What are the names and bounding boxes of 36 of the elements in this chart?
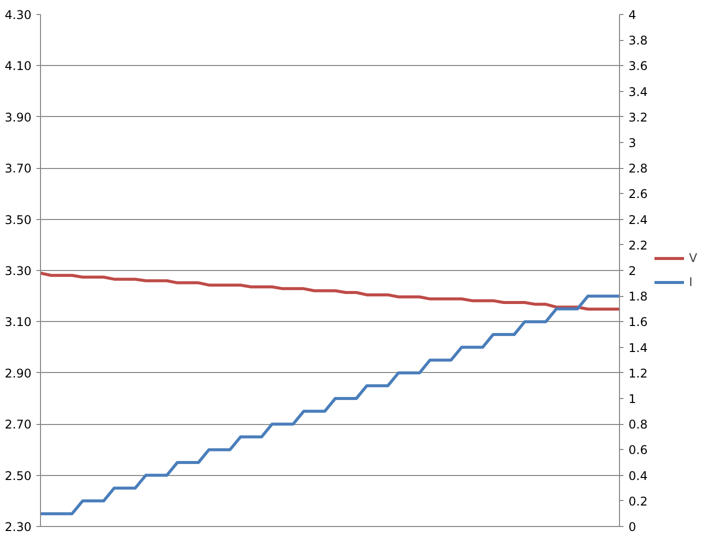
y-tick-label: 2.70 bbox=[4, 418, 32, 432]
y2-tick-label: 3 bbox=[628, 136, 636, 150]
y2-tick-label: 0.4 bbox=[628, 468, 648, 483]
y-tick-label: 3.30 bbox=[4, 264, 32, 278]
y-tick-label: 3.10 bbox=[4, 315, 32, 330]
y2-tick-label: 2.8 bbox=[628, 162, 648, 176]
legend-label: V bbox=[689, 251, 698, 265]
y-tick-label: 2.30 bbox=[4, 520, 32, 534]
y2-tick-label: 0.6 bbox=[628, 443, 648, 458]
y-tick-label: 4.30 bbox=[4, 8, 32, 22]
y2-tick-label: 3.6 bbox=[628, 59, 648, 74]
y2-tick-label: 0.8 bbox=[628, 418, 648, 432]
y2-tick-label: 1.6 bbox=[628, 315, 648, 330]
y2-tick-label: 1 bbox=[628, 392, 636, 406]
y-tick-label: 3.70 bbox=[4, 162, 32, 176]
y2-tick-label: 3.2 bbox=[628, 110, 648, 124]
y2-tick-label: 4 bbox=[628, 8, 636, 22]
y2-tick-label: 2.4 bbox=[628, 212, 648, 227]
y2-tick-label: 1.4 bbox=[628, 340, 648, 355]
y-tick-label: 2.50 bbox=[4, 468, 32, 483]
y-tick-label: 2.90 bbox=[4, 366, 32, 380]
y2-tick-label: 1.8 bbox=[628, 290, 648, 304]
y2-tick-label: 0 bbox=[628, 520, 636, 534]
y2-tick-label: 3.4 bbox=[628, 84, 648, 99]
y-tick-label: 3.90 bbox=[4, 110, 32, 124]
legend-label: I bbox=[689, 275, 694, 289]
y2-tick-label: 3.8 bbox=[628, 34, 648, 48]
y2-tick-label: 2 bbox=[628, 264, 636, 278]
y2-tick-label: 0.2 bbox=[628, 494, 648, 508]
y2-tick-label: 1.2 bbox=[628, 366, 648, 380]
line-series bbox=[40, 272, 620, 311]
y-tick-label: 4.10 bbox=[4, 59, 32, 74]
line-series bbox=[40, 294, 620, 516]
y-tick-label: 3.50 bbox=[4, 212, 32, 227]
y2-tick-label: 2.6 bbox=[628, 187, 648, 202]
y2-tick-label: 2.2 bbox=[628, 238, 648, 252]
